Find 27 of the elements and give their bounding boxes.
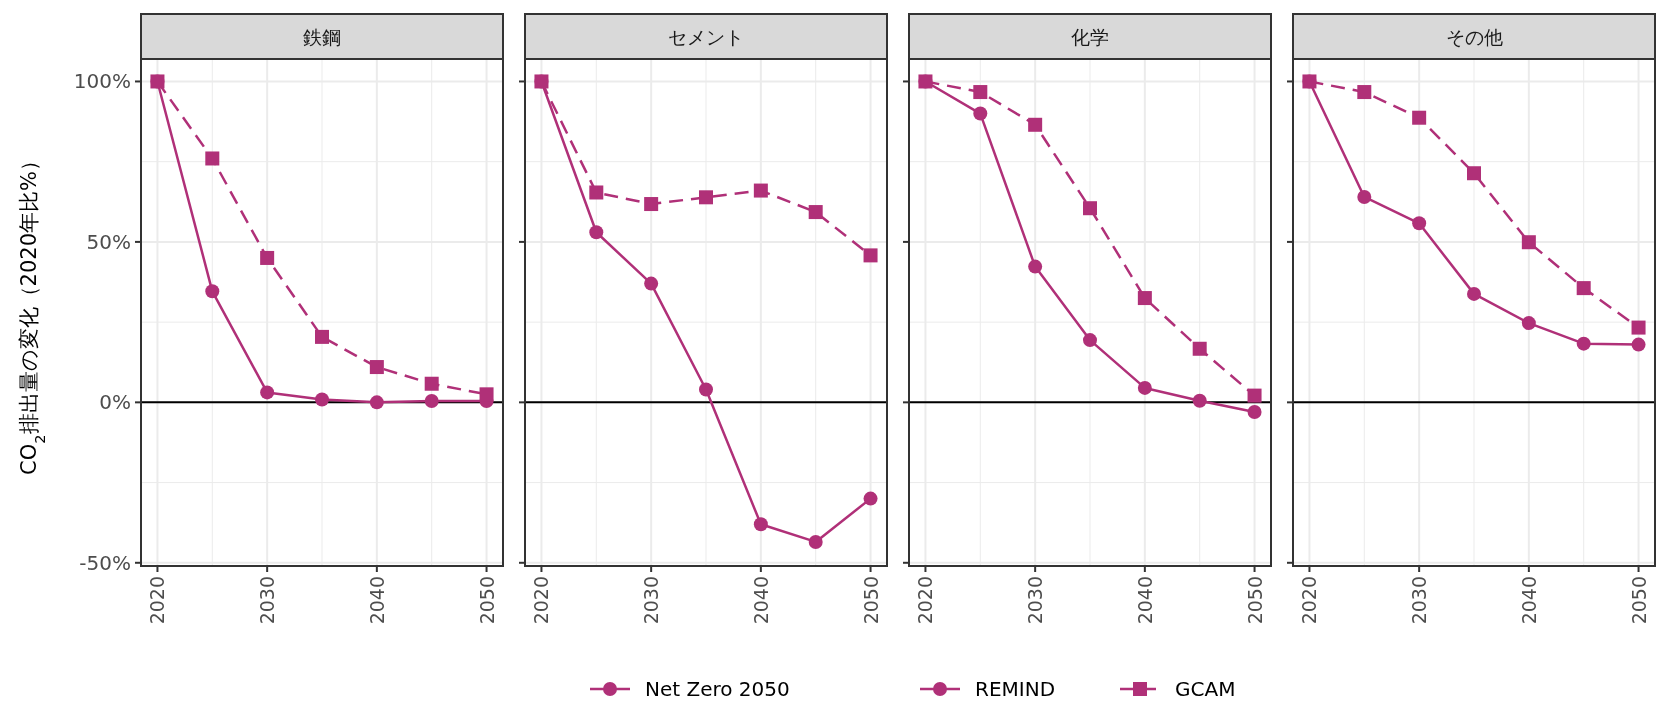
- chart-title: その他: [1445, 25, 1503, 48]
- chart-title: セメント: [668, 25, 744, 48]
- x-tick-label: 2050: [1243, 576, 1266, 625]
- x-tick-label: 2030: [1408, 576, 1431, 625]
- legend-title: Net Zero 2050: [645, 677, 790, 701]
- x-tick-label: 2020: [146, 576, 169, 625]
- y-tick-label: 0%: [99, 390, 131, 415]
- chart-title: 化学: [1071, 25, 1109, 48]
- x-tick-label: 2030: [1024, 576, 1047, 625]
- x-tick-label: 2040: [749, 576, 772, 625]
- chart-title: 鉄鋼: [303, 25, 341, 48]
- x-tick-label: 2040: [1133, 576, 1156, 625]
- x-tick-label: 2040: [1517, 576, 1540, 625]
- legend-label: REMIND: [975, 677, 1056, 701]
- y-tick-label: 100%: [73, 69, 131, 94]
- x-tick-label: 2040: [365, 576, 388, 625]
- x-tick-label: 2050: [859, 576, 882, 625]
- x-tick-label: 2030: [640, 576, 663, 625]
- y-tick-label: -50%: [79, 550, 131, 575]
- y-tick-label: 50%: [86, 229, 131, 254]
- x-tick-label: 2020: [1298, 576, 1321, 625]
- x-tick-label: 2020: [914, 576, 937, 625]
- legend-label: GCAM: [1175, 677, 1236, 701]
- x-tick-label: 2030: [256, 576, 279, 625]
- x-tick-label: 2020: [530, 576, 553, 625]
- x-tick-label: 2050: [1627, 576, 1650, 625]
- x-tick-label: 2050: [475, 576, 498, 625]
